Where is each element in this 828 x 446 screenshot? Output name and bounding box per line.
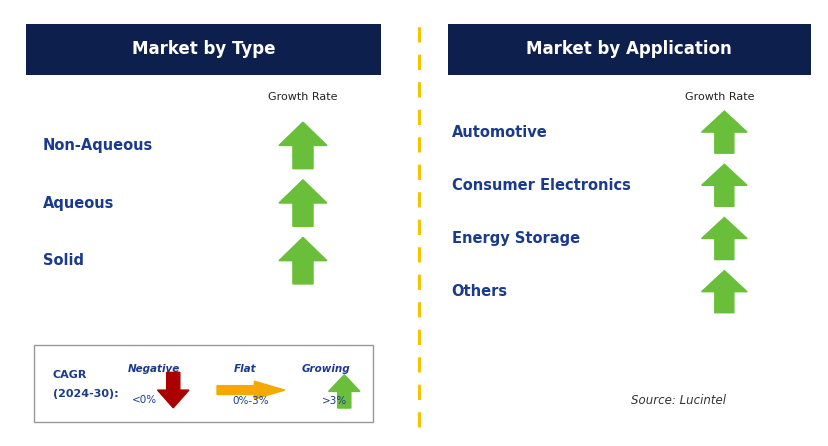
Text: Growth Rate: Growth Rate: [685, 92, 754, 102]
Polygon shape: [157, 372, 189, 408]
Text: <0%: <0%: [132, 395, 156, 405]
Text: Non-Aqueous: Non-Aqueous: [43, 138, 152, 153]
Text: Source: Lucintel: Source: Lucintel: [631, 394, 725, 407]
Text: 0%-3%: 0%-3%: [233, 396, 269, 406]
Text: (2024-30):: (2024-30):: [52, 388, 118, 399]
Text: Consumer Electronics: Consumer Electronics: [451, 178, 630, 193]
Polygon shape: [217, 381, 285, 399]
FancyBboxPatch shape: [26, 24, 381, 74]
FancyBboxPatch shape: [35, 345, 373, 422]
Polygon shape: [279, 237, 326, 284]
Text: Market by Type: Market by Type: [132, 40, 275, 58]
Polygon shape: [279, 180, 326, 226]
Text: Growing: Growing: [301, 364, 350, 374]
Text: Growth Rate: Growth Rate: [268, 92, 337, 102]
Text: CAGR: CAGR: [52, 370, 87, 380]
Polygon shape: [700, 164, 746, 206]
Text: Energy Storage: Energy Storage: [451, 231, 579, 246]
Polygon shape: [700, 111, 746, 153]
Polygon shape: [328, 375, 359, 408]
Polygon shape: [700, 271, 746, 313]
Polygon shape: [279, 122, 326, 169]
Polygon shape: [700, 218, 746, 260]
Text: Flat: Flat: [233, 364, 256, 374]
Text: Others: Others: [451, 284, 508, 299]
Text: Negative: Negative: [128, 364, 181, 374]
Text: Aqueous: Aqueous: [43, 195, 114, 211]
Text: Solid: Solid: [43, 253, 84, 268]
Text: Automotive: Automotive: [451, 124, 546, 140]
Text: >3%: >3%: [321, 396, 347, 406]
Text: Market by Application: Market by Application: [526, 40, 731, 58]
FancyBboxPatch shape: [447, 24, 810, 74]
